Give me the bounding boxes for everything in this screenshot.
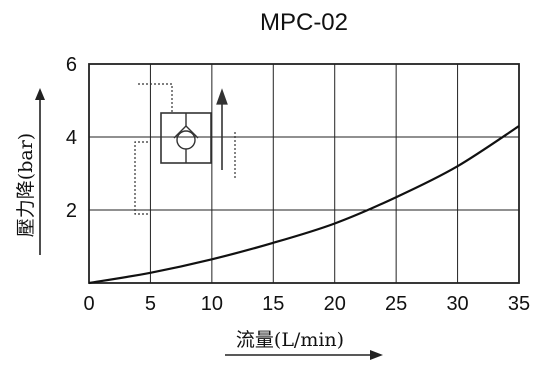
plot-frame — [88, 63, 520, 284]
y-tick-labels: 2 4 6 — [66, 54, 77, 222]
grid — [89, 64, 519, 283]
x-axis-arrowhead — [370, 350, 383, 360]
y-tick-label-0: 2 — [66, 200, 77, 222]
y-axis-arrowhead — [35, 88, 45, 100]
x-tick-label-6: 30 — [446, 293, 468, 315]
x-tick-label-4: 20 — [324, 293, 346, 315]
x-tick-label-3: 15 — [262, 293, 284, 315]
x-tick-label-7: 35 — [508, 293, 530, 315]
x-axis-label-text: 流量(L/min) — [236, 329, 344, 351]
y-axis-label: 壓力降(bar) — [15, 88, 45, 255]
x-axis-label: 流量(L/min) — [225, 329, 383, 360]
x-tick-label-2: 10 — [201, 293, 223, 315]
x-tick-label-0: 0 — [83, 293, 94, 315]
series-line — [88, 125, 520, 285]
y-axis-label-text: 壓力降(bar) — [15, 133, 37, 237]
check-valve-symbol-icon — [134, 83, 236, 215]
x-tick-label-5: 25 — [385, 293, 407, 315]
x-tick-label-1: 5 — [145, 293, 156, 315]
x-tick-labels: 0 5 10 15 20 25 30 35 — [83, 293, 530, 315]
chart-title: MPC-02 — [260, 9, 348, 36]
y-tick-label-2: 6 — [66, 54, 77, 76]
y-tick-label-1: 4 — [66, 127, 77, 149]
